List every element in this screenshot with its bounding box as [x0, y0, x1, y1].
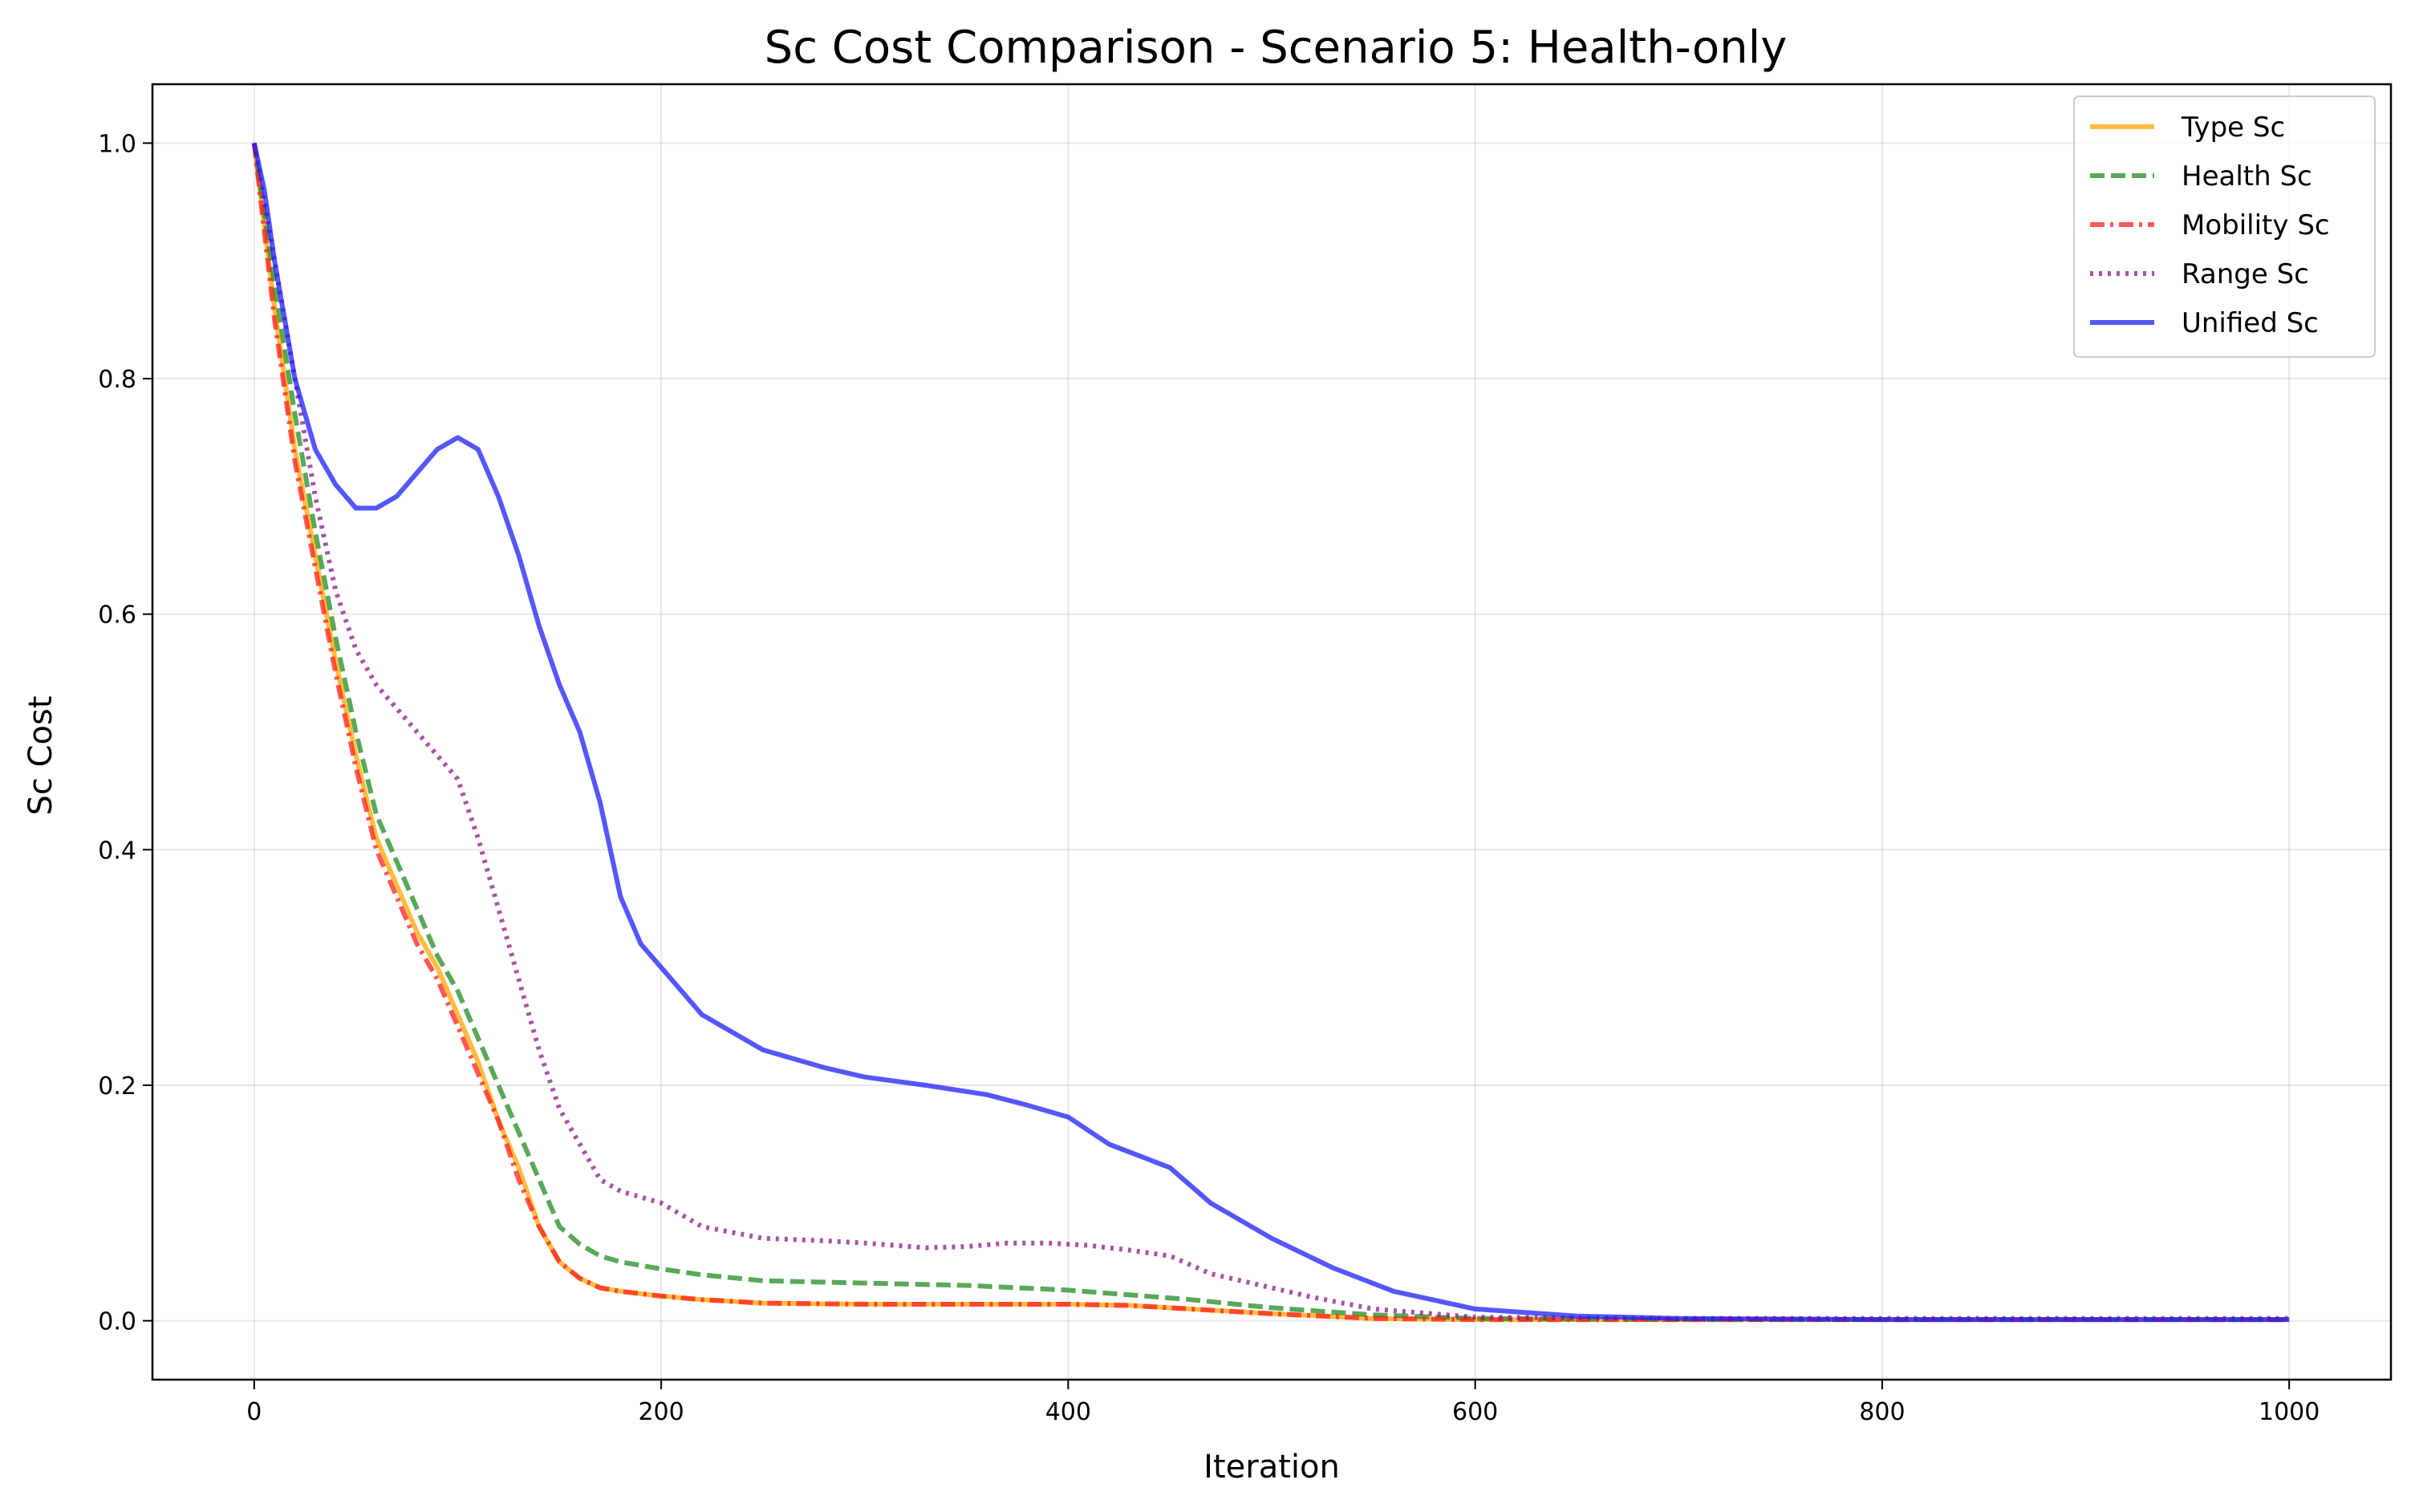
plot-lines: [251, 142, 2290, 1323]
x-tick-label: 0: [246, 1398, 262, 1426]
x-tick-label: 200: [638, 1398, 684, 1426]
y-axis-ticks: 0.0 0.2 0.4 0.6 0.8 1.0: [98, 130, 152, 1336]
x-tick-label: 400: [1045, 1398, 1091, 1426]
x-tick-label: 800: [1859, 1398, 1905, 1426]
legend-label: Range Sc: [2182, 258, 2309, 290]
x-tick-label: 600: [1452, 1398, 1498, 1426]
y-tick-label: 0.6: [98, 602, 136, 630]
y-tick-label: 0.0: [98, 1308, 136, 1336]
legend: Type Sc Health Sc Mobility Sc Range Sc Unifi…: [2073, 95, 2376, 358]
y-tick-label: 0.4: [98, 837, 136, 865]
legend-box: [2073, 95, 2376, 358]
y-axis-label: Sc Cost: [22, 695, 59, 815]
x-tick-label: 1000: [2259, 1398, 2320, 1426]
x-axis-label: Iteration: [1203, 1449, 1340, 1486]
legend-label: Health Sc: [2182, 160, 2312, 193]
chart-title: Sc Cost Comparison - Scenario 5: Health-…: [765, 22, 1788, 74]
series-line-range-sc: [251, 142, 2290, 1321]
y-tick-label: 0.2: [98, 1072, 136, 1101]
plot-frame: [151, 83, 2393, 1381]
y-tick-label: 1.0: [98, 130, 136, 158]
legend-label: Mobility Sc: [2182, 209, 2330, 241]
legend-label: Unified Sc: [2182, 307, 2319, 339]
series-line-unified-sc: [251, 142, 2290, 1323]
legend-label: Type Sc: [2181, 111, 2285, 144]
series-line-health-sc: [251, 142, 2290, 1323]
x-axis-ticks: 0 200 400 600 800 1000: [246, 1380, 2320, 1426]
y-tick-label: 0.8: [98, 366, 136, 394]
series-line-mobility-sc: [251, 143, 2290, 1323]
